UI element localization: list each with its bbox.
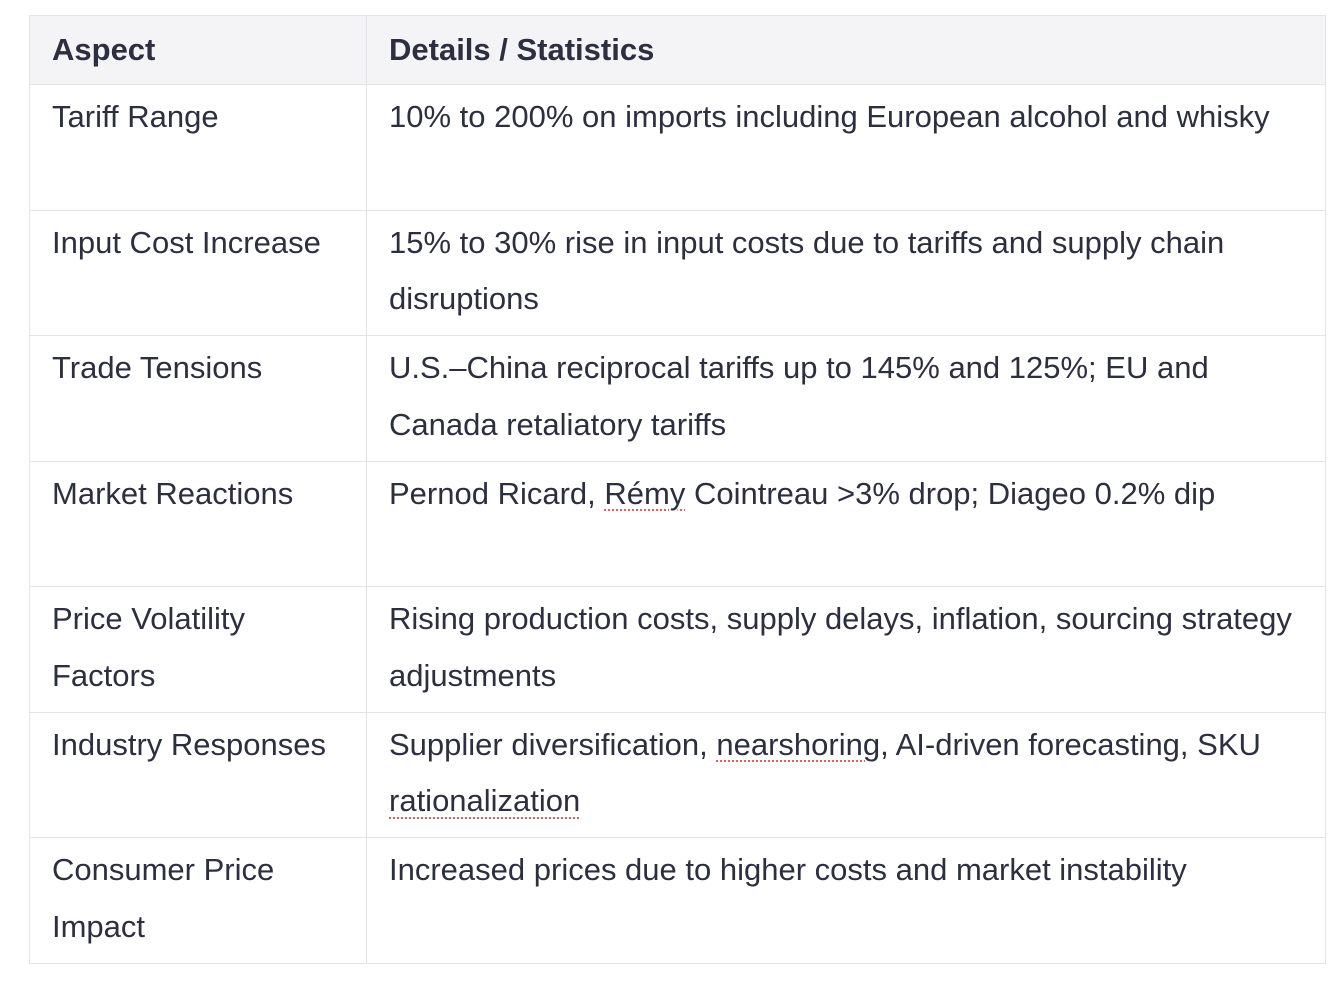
cell-aspect: Market Reactions: [29, 460, 367, 587]
cell-aspect: Input Cost Increase: [29, 209, 367, 336]
spellcheck-word[interactable]: Rémy: [604, 475, 686, 511]
cell-aspect: Consumer Price Impact: [29, 837, 367, 964]
cell-aspect: Trade Tensions: [29, 335, 367, 462]
cell-details: Increased prices due to higher costs and…: [366, 837, 1326, 964]
table-row: Input Cost Increase 15% to 30% rise in i…: [29, 209, 1326, 336]
table-row: Industry Responses Supplier diversificat…: [29, 711, 1326, 838]
header-details: Details / Statistics: [366, 15, 1326, 85]
table-row: Market Reactions Pernod Ricard, Rémy Coi…: [29, 460, 1326, 587]
cell-details: Rising production costs, supply delays, …: [366, 586, 1326, 713]
table-header-row: Aspect Details / Statistics: [29, 15, 1326, 85]
cell-details: 10% to 200% on imports including Europea…: [366, 84, 1326, 211]
table-row: Price Volatility Factors Rising producti…: [29, 586, 1326, 713]
cell-details: 15% to 30% rise in input costs due to ta…: [366, 209, 1326, 336]
table-row: Consumer Price Impact Increased prices d…: [29, 837, 1326, 964]
cell-details: U.S.–China reciprocal tariffs up to 145%…: [366, 335, 1326, 462]
text-fragment: Pernod Ricard,: [389, 475, 605, 511]
header-aspect: Aspect: [29, 15, 367, 85]
cell-aspect: Industry Responses: [29, 711, 367, 838]
table-row: Tariff Range 10% to 200% on imports incl…: [29, 84, 1326, 211]
cell-details: Pernod Ricard, Rémy Cointreau >3% drop; …: [366, 460, 1326, 587]
cell-aspect: Tariff Range: [29, 84, 367, 211]
spellcheck-word[interactable]: rationalization: [389, 783, 581, 818]
text-fragment: , AI-driven forecasting, SKU: [880, 726, 1261, 762]
text-fragment: Supplier diversification,: [389, 726, 717, 762]
tariff-impact-table: Aspect Details / Statistics Tariff Range…: [29, 15, 1326, 964]
text-fragment: Cointreau >3% drop; Diageo 0.2% dip: [685, 475, 1216, 511]
spellcheck-word[interactable]: nearshoring: [716, 726, 881, 762]
data-table-container: Aspect Details / Statistics Tariff Range…: [29, 15, 1326, 964]
table-row: Trade Tensions U.S.–China reciprocal tar…: [29, 335, 1326, 462]
cell-details: Supplier diversification, nearshoring, A…: [366, 711, 1326, 838]
cell-aspect: Price Volatility Factors: [29, 586, 367, 713]
